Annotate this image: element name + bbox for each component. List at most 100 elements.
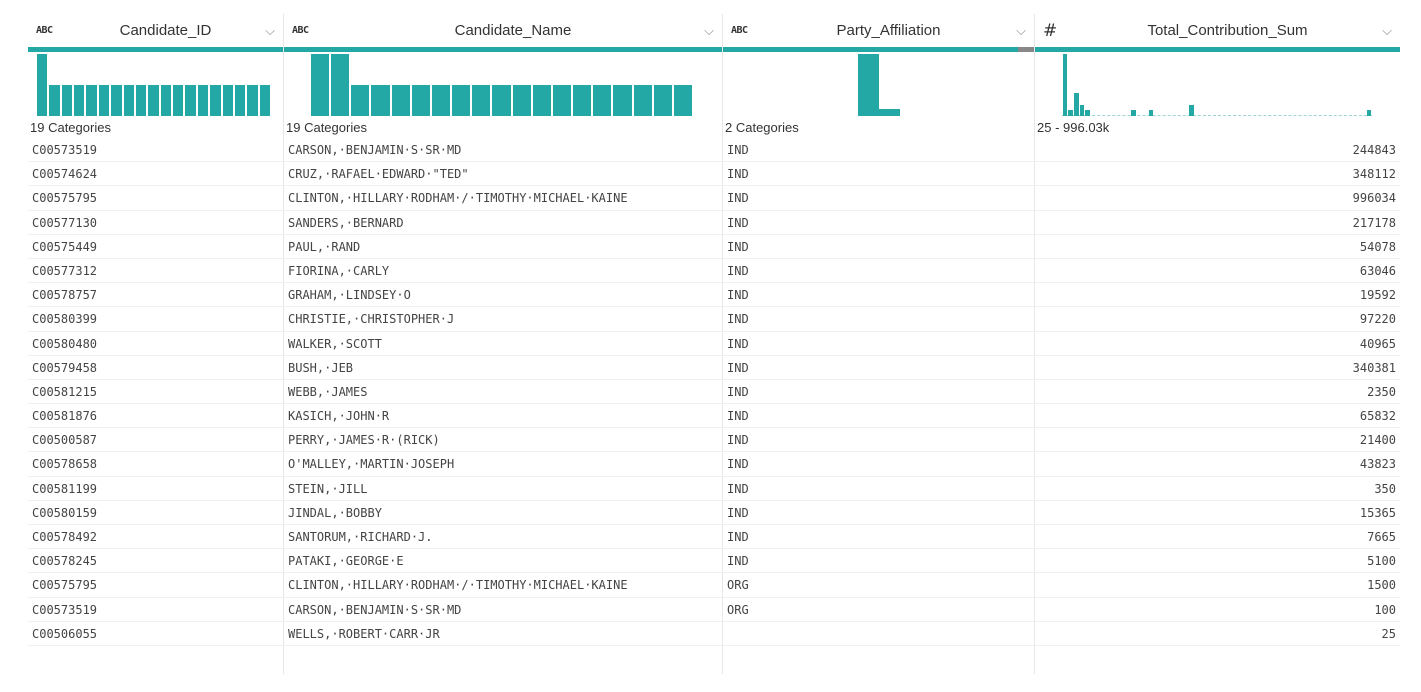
horizontal-scrollbar-thumb[interactable] xyxy=(1018,47,1034,52)
histogram-bar[interactable] xyxy=(653,85,672,116)
histogram-bar[interactable] xyxy=(123,85,134,116)
histogram-bar[interactable] xyxy=(1085,110,1091,116)
table-row[interactable]: C00578757 GRAHAM,·LINDSEY·O IND 19592 xyxy=(28,283,1400,308)
chevron-down-icon[interactable]: ⌵ xyxy=(265,22,275,38)
table-row[interactable]: C00573519 CARSON,·BENJAMIN·S·SR·MD IND 2448… xyxy=(28,138,1400,163)
histogram-candidate-name[interactable] xyxy=(310,54,693,116)
table-row[interactable]: C00575449 PAUL,·RAND IND 54078 xyxy=(28,235,1400,259)
cell-total-contribution-sum: 40965 xyxy=(1359,336,1396,351)
histogram-bar[interactable] xyxy=(222,85,233,116)
chevron-down-icon[interactable]: ⌵ xyxy=(1016,22,1026,38)
histogram-bar[interactable] xyxy=(111,85,122,116)
histogram-bar[interactable] xyxy=(311,54,330,116)
histogram-bar[interactable] xyxy=(633,85,652,116)
histogram-bar[interactable] xyxy=(613,85,632,116)
histogram-party-affiliation[interactable] xyxy=(858,54,900,116)
cell-candidate-name: FIORINA,·CARLY xyxy=(288,263,390,278)
histogram-bar[interactable] xyxy=(331,54,350,116)
histogram-bar[interactable] xyxy=(247,85,258,116)
table-row[interactable]: C00581876 KASICH,·JOHN·R IND 65832 xyxy=(28,404,1400,429)
histogram-bar[interactable] xyxy=(351,85,370,116)
histogram-bar[interactable] xyxy=(148,85,159,116)
cell-candidate-name: WALKER,·SCOTT xyxy=(288,336,382,351)
table-row[interactable]: C00575795 CLINTON,·HILLARY·RODHAM·/·TIMOT… xyxy=(28,186,1400,211)
column-divider[interactable] xyxy=(722,14,723,674)
histogram-bar[interactable] xyxy=(593,85,612,116)
cell-total-contribution-sum: 21400 xyxy=(1359,433,1396,448)
cell-candidate-name: O'MALLEY,·MARTIN·JOSEPH xyxy=(288,457,455,472)
table-row[interactable]: C00578245 PATAKI,·GEORGE·E IND 5100 xyxy=(28,549,1400,574)
table-row[interactable]: C00578658 O'MALLEY,·MARTIN·JOSEPH IND 43823 xyxy=(28,452,1400,477)
table-row[interactable]: C00573519 CARSON,·BENJAMIN·S·SR·MD ORG 100 xyxy=(28,598,1400,622)
histogram-bar[interactable] xyxy=(552,85,572,116)
table-row[interactable]: C00577130 SANDERS,·BERNARD IND 217178 xyxy=(28,211,1400,235)
cell-candidate-id: C00506055 xyxy=(32,626,98,641)
histogram-bar[interactable] xyxy=(512,85,531,116)
cell-party-affiliation: IND xyxy=(727,433,749,448)
histogram-candidate-id[interactable] xyxy=(36,54,271,116)
histogram-bar[interactable] xyxy=(1073,93,1079,116)
table-row[interactable]: C00575795 CLINTON,·HILLARY·RODHAM·/·TIMOT… xyxy=(28,573,1400,598)
column-divider[interactable] xyxy=(283,14,284,674)
histogram-bar[interactable] xyxy=(573,85,592,116)
histogram-bar[interactable] xyxy=(1079,104,1085,116)
column-summary: 25 - 996.03k xyxy=(1037,120,1110,135)
histogram-bar[interactable] xyxy=(173,85,184,116)
histogram-baseline xyxy=(1062,115,1372,116)
histogram-bar[interactable] xyxy=(135,85,147,116)
cell-total-contribution-sum: 1500 xyxy=(1367,578,1396,593)
histogram-bar[interactable] xyxy=(74,85,85,116)
histogram-bar[interactable] xyxy=(371,85,390,116)
histogram-bar[interactable] xyxy=(1188,104,1194,116)
table-row[interactable]: C00574624 CRUZ,·RAFAEL·EDWARD·"TED" IND 348… xyxy=(28,162,1400,187)
histogram-bar[interactable] xyxy=(185,85,196,116)
histogram-total-contribution-sum[interactable] xyxy=(1062,54,1372,116)
column-header-candidate-id[interactable]: ABC Candidate_ID ⌵ xyxy=(28,14,283,52)
column-divider[interactable] xyxy=(1034,14,1035,674)
histogram-bar[interactable] xyxy=(1148,110,1154,116)
cell-candidate-name: CARSON,·BENJAMIN·S·SR·MD xyxy=(288,143,462,157)
table-row[interactable]: C00580480 WALKER,·SCOTT IND 40965 xyxy=(28,332,1400,356)
histogram-bar[interactable] xyxy=(1131,110,1137,116)
histogram-bar[interactable] xyxy=(879,109,900,116)
histogram-bar[interactable] xyxy=(391,85,410,116)
histogram-bar[interactable] xyxy=(61,85,73,116)
cell-candidate-name: WEBB,·JAMES xyxy=(288,384,368,399)
table-row[interactable]: C00506055 WELLS,·ROBERT·CARR·JR 25 xyxy=(28,622,1400,646)
table-row[interactable]: C00580399 CHRISTIE,·CHRISTOPHER·J IND 97220 xyxy=(28,307,1400,332)
histogram-bar[interactable] xyxy=(49,85,60,116)
histogram-bar[interactable] xyxy=(1366,110,1372,116)
table-row[interactable]: C00581215 WEBB,·JAMES IND 2350 xyxy=(28,380,1400,405)
column-header-party-affiliation[interactable]: ABC Party_Affiliation ⌵ xyxy=(723,14,1034,52)
histogram-bar[interactable] xyxy=(1062,54,1068,116)
histogram-bar[interactable] xyxy=(210,85,221,116)
histogram-bar[interactable] xyxy=(673,85,692,116)
histogram-bar[interactable] xyxy=(492,85,511,116)
histogram-bar[interactable] xyxy=(259,85,270,116)
histogram-bar[interactable] xyxy=(431,85,451,116)
cell-party-affiliation: IND xyxy=(727,312,749,327)
histogram-bar[interactable] xyxy=(452,85,471,116)
histogram-bar[interactable] xyxy=(1068,110,1073,116)
histogram-bar[interactable] xyxy=(234,85,246,116)
histogram-bar[interactable] xyxy=(411,85,430,116)
chevron-down-icon[interactable]: ⌵ xyxy=(1382,22,1392,38)
table-row[interactable]: C00578492 SANTORUM,·RICHARD·J. IND 7665 xyxy=(28,525,1400,550)
table-row[interactable]: C00581199 STEIN,·JILL IND 350 xyxy=(28,477,1400,501)
histogram-bar[interactable] xyxy=(472,85,491,116)
histogram-bar[interactable] xyxy=(98,85,110,116)
histogram-bar[interactable] xyxy=(532,85,551,116)
chevron-down-icon[interactable]: ⌵ xyxy=(704,22,714,38)
column-header-total-contribution-sum[interactable]: # Total_Contribution_Sum ⌵ xyxy=(1035,14,1400,52)
histogram-bar[interactable] xyxy=(160,85,172,116)
column-header-candidate-name[interactable]: ABC Candidate_Name ⌵ xyxy=(284,14,722,52)
table-row[interactable]: C00579458 BUSH,·JEB IND 340381 xyxy=(28,356,1400,380)
histogram-bar[interactable] xyxy=(197,85,209,116)
cell-candidate-id: C00581215 xyxy=(32,384,98,399)
table-row[interactable]: C00500587 PERRY,·JAMES·R·(RICK) IND 21400 xyxy=(28,428,1400,453)
histogram-bar[interactable] xyxy=(86,85,97,116)
table-row[interactable]: C00577312 FIORINA,·CARLY IND 63046 xyxy=(28,259,1400,284)
table-row[interactable]: C00580159 JINDAL,·BOBBY IND 15365 xyxy=(28,501,1400,525)
histogram-bar[interactable] xyxy=(37,54,48,116)
histogram-bar[interactable] xyxy=(858,54,879,116)
